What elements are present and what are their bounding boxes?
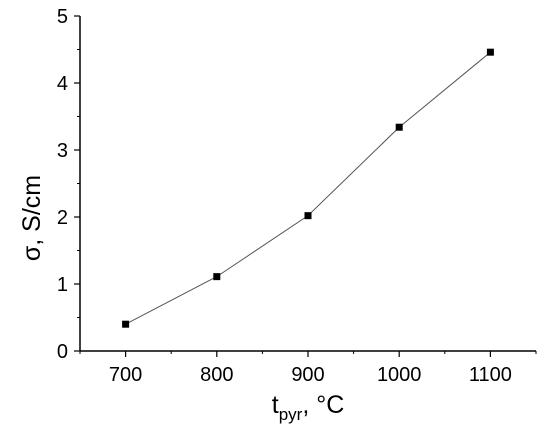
data-point (304, 212, 312, 220)
plot-area: 700 800 900 1000 1100 0 1 2 3 4 5 (57, 6, 537, 386)
data-point (122, 320, 130, 328)
data-point (486, 48, 494, 56)
x-tick-label: 1100 (469, 364, 512, 386)
y-tick-label: 3 (57, 140, 68, 162)
y-tick-label: 5 (57, 6, 68, 28)
data-point (213, 273, 221, 281)
y-axis-title: σ, S/cm (18, 175, 46, 261)
x-tick-label: 1000 (377, 364, 422, 386)
series-line (125, 51, 491, 325)
y-tick-label: 1 (57, 274, 68, 296)
x-tick-label: 800 (200, 364, 233, 386)
y-tick-label: 0 (57, 341, 68, 363)
y-tick-label: 2 (57, 207, 68, 229)
y-tick-label: 4 (57, 73, 68, 95)
x-axis-title-main: t (272, 391, 279, 419)
x-tick-label: 700 (109, 364, 142, 386)
data-point (395, 123, 403, 131)
x-axis-title-rest: , °C (302, 391, 344, 419)
x-tick-label: 900 (291, 364, 324, 386)
x-axis-title: tpyr, °C (272, 391, 345, 424)
x-axis-title-subscript: pyr (279, 405, 303, 424)
